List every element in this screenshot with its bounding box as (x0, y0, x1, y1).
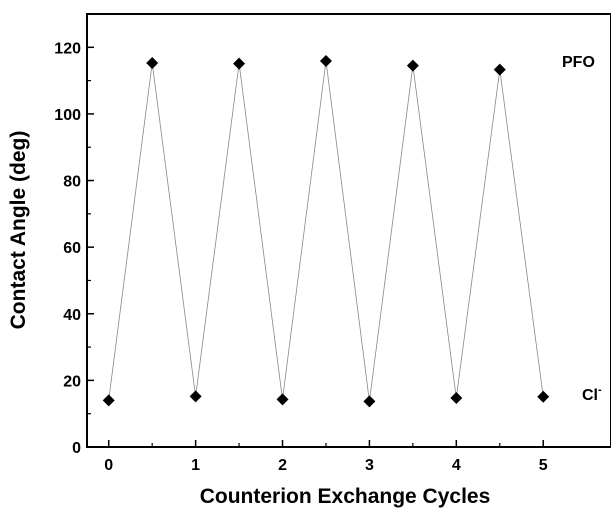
data-point (537, 390, 550, 403)
x-tick-label: 0 (104, 457, 113, 474)
data-point (102, 394, 115, 407)
annotation-pfo: PFO (562, 54, 595, 71)
y-tick-label: 80 (63, 174, 81, 191)
data-point (493, 63, 506, 76)
x-tick-label: 4 (452, 457, 461, 474)
series-layer (102, 54, 550, 408)
data-point (146, 56, 159, 69)
x-tick-label: 2 (278, 457, 287, 474)
y-tick-label: 40 (63, 307, 81, 324)
series-line (108, 60, 544, 402)
labels: Counterion Exchange Cycles Contact Angle… (7, 54, 602, 508)
data-point (276, 393, 289, 406)
data-point (233, 57, 246, 70)
annotation-cl: Cl- (582, 384, 602, 404)
x-axis-title: Counterion Exchange Cycles (200, 485, 491, 508)
data-point (450, 392, 463, 405)
y-tick-label: 100 (54, 107, 81, 124)
y-tick-label: 20 (63, 373, 81, 390)
y-axis-title: Contact Angle (deg) (7, 131, 30, 330)
annotation-cl-base: Cl (582, 387, 598, 404)
x-tick-label: 3 (365, 457, 374, 474)
y-tick-label: 0 (72, 440, 81, 457)
y-tick-label: 120 (54, 40, 81, 57)
data-point (189, 390, 202, 403)
annotation-cl-superscript: - (598, 384, 602, 396)
axes: 0 1 2 3 4 5 0 20 40 60 80 100 120 (54, 13, 611, 474)
data-point (363, 395, 376, 408)
data-point (319, 54, 332, 67)
y-tick-label: 60 (63, 240, 81, 257)
plot-frame (86, 13, 611, 448)
x-tick-label: 1 (191, 457, 200, 474)
data-point (406, 59, 419, 72)
x-tick-label: 5 (539, 457, 548, 474)
